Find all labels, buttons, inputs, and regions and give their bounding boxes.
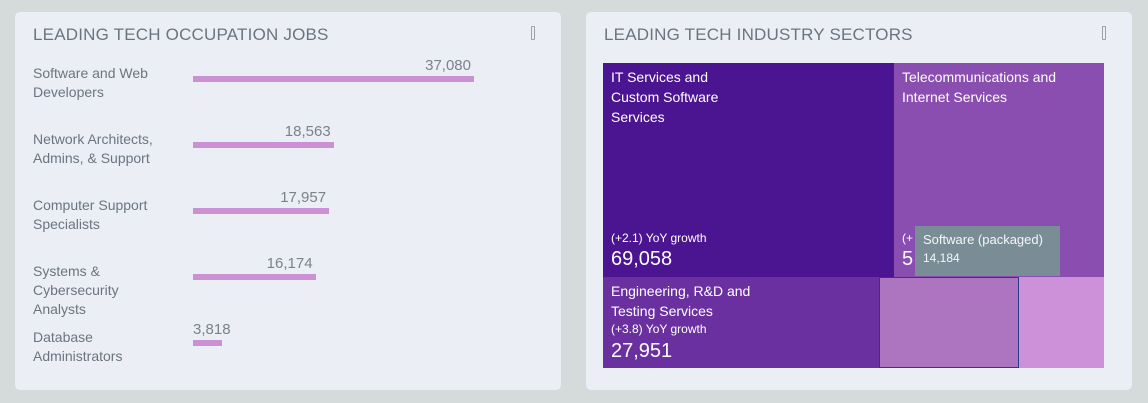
tile-growth: (+ [902,231,914,245]
category-label: Software and Web Developers [33,65,148,100]
occupation-jobs-card: LEADING TECH OCCUPATION JOBS Software an… [15,12,561,390]
tile-growth: (+3.8) YoY growth [611,322,707,336]
category-label: Network Architects, Admins, & Support [33,131,153,166]
info-icon[interactable] [1102,26,1106,40]
tile-label: Telecommunications and Internet Services [902,69,1057,105]
tile-software-packaged[interactable] [879,277,1019,368]
tile-it-services[interactable]: IT Services and Custom Software Services… [603,63,894,277]
tooltip-value: 14,184 [923,251,960,265]
bar[interactable] [193,340,222,346]
bar-value-label: 17,957 [280,189,327,206]
tile-label: Engineering, R&D and Testing Services [611,283,751,319]
card-title: LEADING TECH INDUSTRY SECTORS [604,25,913,44]
treemap-tooltip: Software (packaged) 14,184 [915,226,1060,276]
bar-value-label: 3,818 [193,321,231,338]
tooltip-name: Software (packaged) [923,232,1043,247]
category-label: Computer Support Specialists [33,197,148,232]
tile-label: IT Services and Custom Software Services [611,69,719,125]
bar[interactable] [193,274,316,280]
bar[interactable] [193,76,474,82]
tile-engineering[interactable]: Engineering, R&D and Testing Services (+… [603,277,879,368]
bar[interactable] [193,208,330,214]
bar-value-label: 37,080 [425,57,471,74]
tile-value: 69,058 [611,248,673,270]
bar-value-label: 16,174 [266,255,313,272]
tile-value: 5 [902,248,914,270]
bar[interactable] [193,142,334,148]
category-label: Database Administrators [33,329,123,364]
tile-growth: (+2.1) YoY growth [611,231,707,245]
tile-value: 27,951 [611,340,673,362]
category-label: Systems & Cybersecurity Analysts [33,263,119,317]
bar-value-label: 18,563 [284,123,331,140]
tile-other[interactable] [1019,277,1104,368]
info-icon[interactable] [531,26,535,40]
card-title: LEADING TECH OCCUPATION JOBS [33,25,329,44]
